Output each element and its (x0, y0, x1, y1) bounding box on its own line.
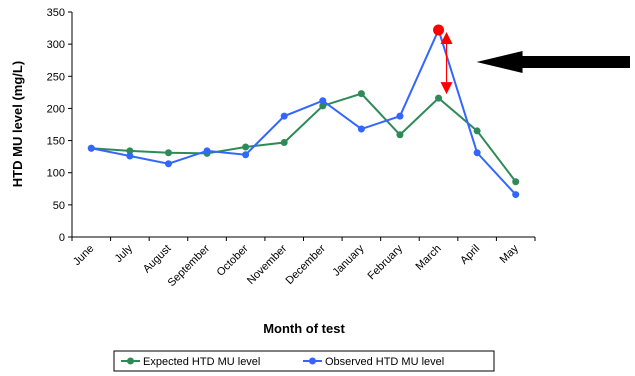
series-lines (87, 26, 520, 199)
legend-label-expected: Expected HTD MU level (143, 356, 260, 368)
y-tick-label: 150 (47, 136, 65, 148)
data-point (164, 160, 172, 168)
y-axis-title: HTD MU level (mg/L) (10, 61, 25, 187)
legend-marker-observed (309, 357, 316, 365)
x-tick-label: July (113, 242, 136, 265)
data-point (280, 112, 288, 120)
data-point (319, 102, 327, 110)
difference-arrow-head-down (440, 82, 453, 95)
data-point (396, 112, 404, 120)
data-point (87, 144, 95, 152)
data-point (473, 127, 481, 135)
y-tick-label: 100 (47, 168, 65, 180)
y-tick-label: 0 (59, 232, 65, 244)
y-tick-label: 50 (53, 200, 65, 212)
data-point (203, 147, 211, 155)
data-point (512, 191, 520, 199)
x-tick-label: November (245, 242, 290, 287)
x-tick-label: September (166, 242, 213, 289)
data-point (164, 149, 172, 157)
pointer-arrow (476, 51, 630, 73)
data-point (512, 178, 520, 186)
data-point (319, 97, 327, 105)
y-ticks: 0 50 100 150 200 250 300 350 (47, 7, 72, 244)
data-point (435, 94, 443, 102)
data-point (396, 131, 404, 139)
x-tick-label: October (215, 242, 251, 278)
x-tick-label: August (141, 243, 174, 276)
plot-area: 0 50 100 150 200 250 300 350 June July AugustSept… (47, 7, 630, 289)
y-tick-label: 250 (47, 71, 65, 83)
x-tick-label: March (414, 243, 444, 273)
x-tick-label: January (330, 242, 367, 279)
x-tick-label: May (498, 242, 522, 266)
data-point (242, 151, 250, 159)
data-point (126, 152, 134, 160)
legend: Expected HTD MU level Observed HTD MU le… (113, 350, 495, 372)
x-tick-label: February (365, 242, 405, 282)
y-tick-label: 200 (47, 103, 65, 115)
x-tick-label: December (284, 242, 329, 287)
y-tick-label: 350 (47, 7, 65, 19)
data-point (473, 149, 481, 157)
x-tick-label: April (458, 243, 482, 267)
data-point (280, 139, 288, 146)
legend-label-observed: Observed HTD MU level (325, 356, 444, 368)
data-point (357, 125, 365, 133)
annotations (433, 24, 630, 95)
difference-arrow-head-up (440, 32, 453, 44)
data-point (242, 143, 250, 151)
highlight-point (433, 24, 445, 36)
x-tick-label: June (71, 243, 96, 268)
data-point (357, 90, 365, 98)
y-tick-label: 300 (47, 39, 65, 51)
series-line-0 (91, 92, 517, 183)
x-axis-title: Month of test (263, 321, 345, 336)
legend-marker-expected (127, 357, 134, 365)
data-point (126, 147, 134, 155)
series-line-1 (91, 27, 517, 196)
